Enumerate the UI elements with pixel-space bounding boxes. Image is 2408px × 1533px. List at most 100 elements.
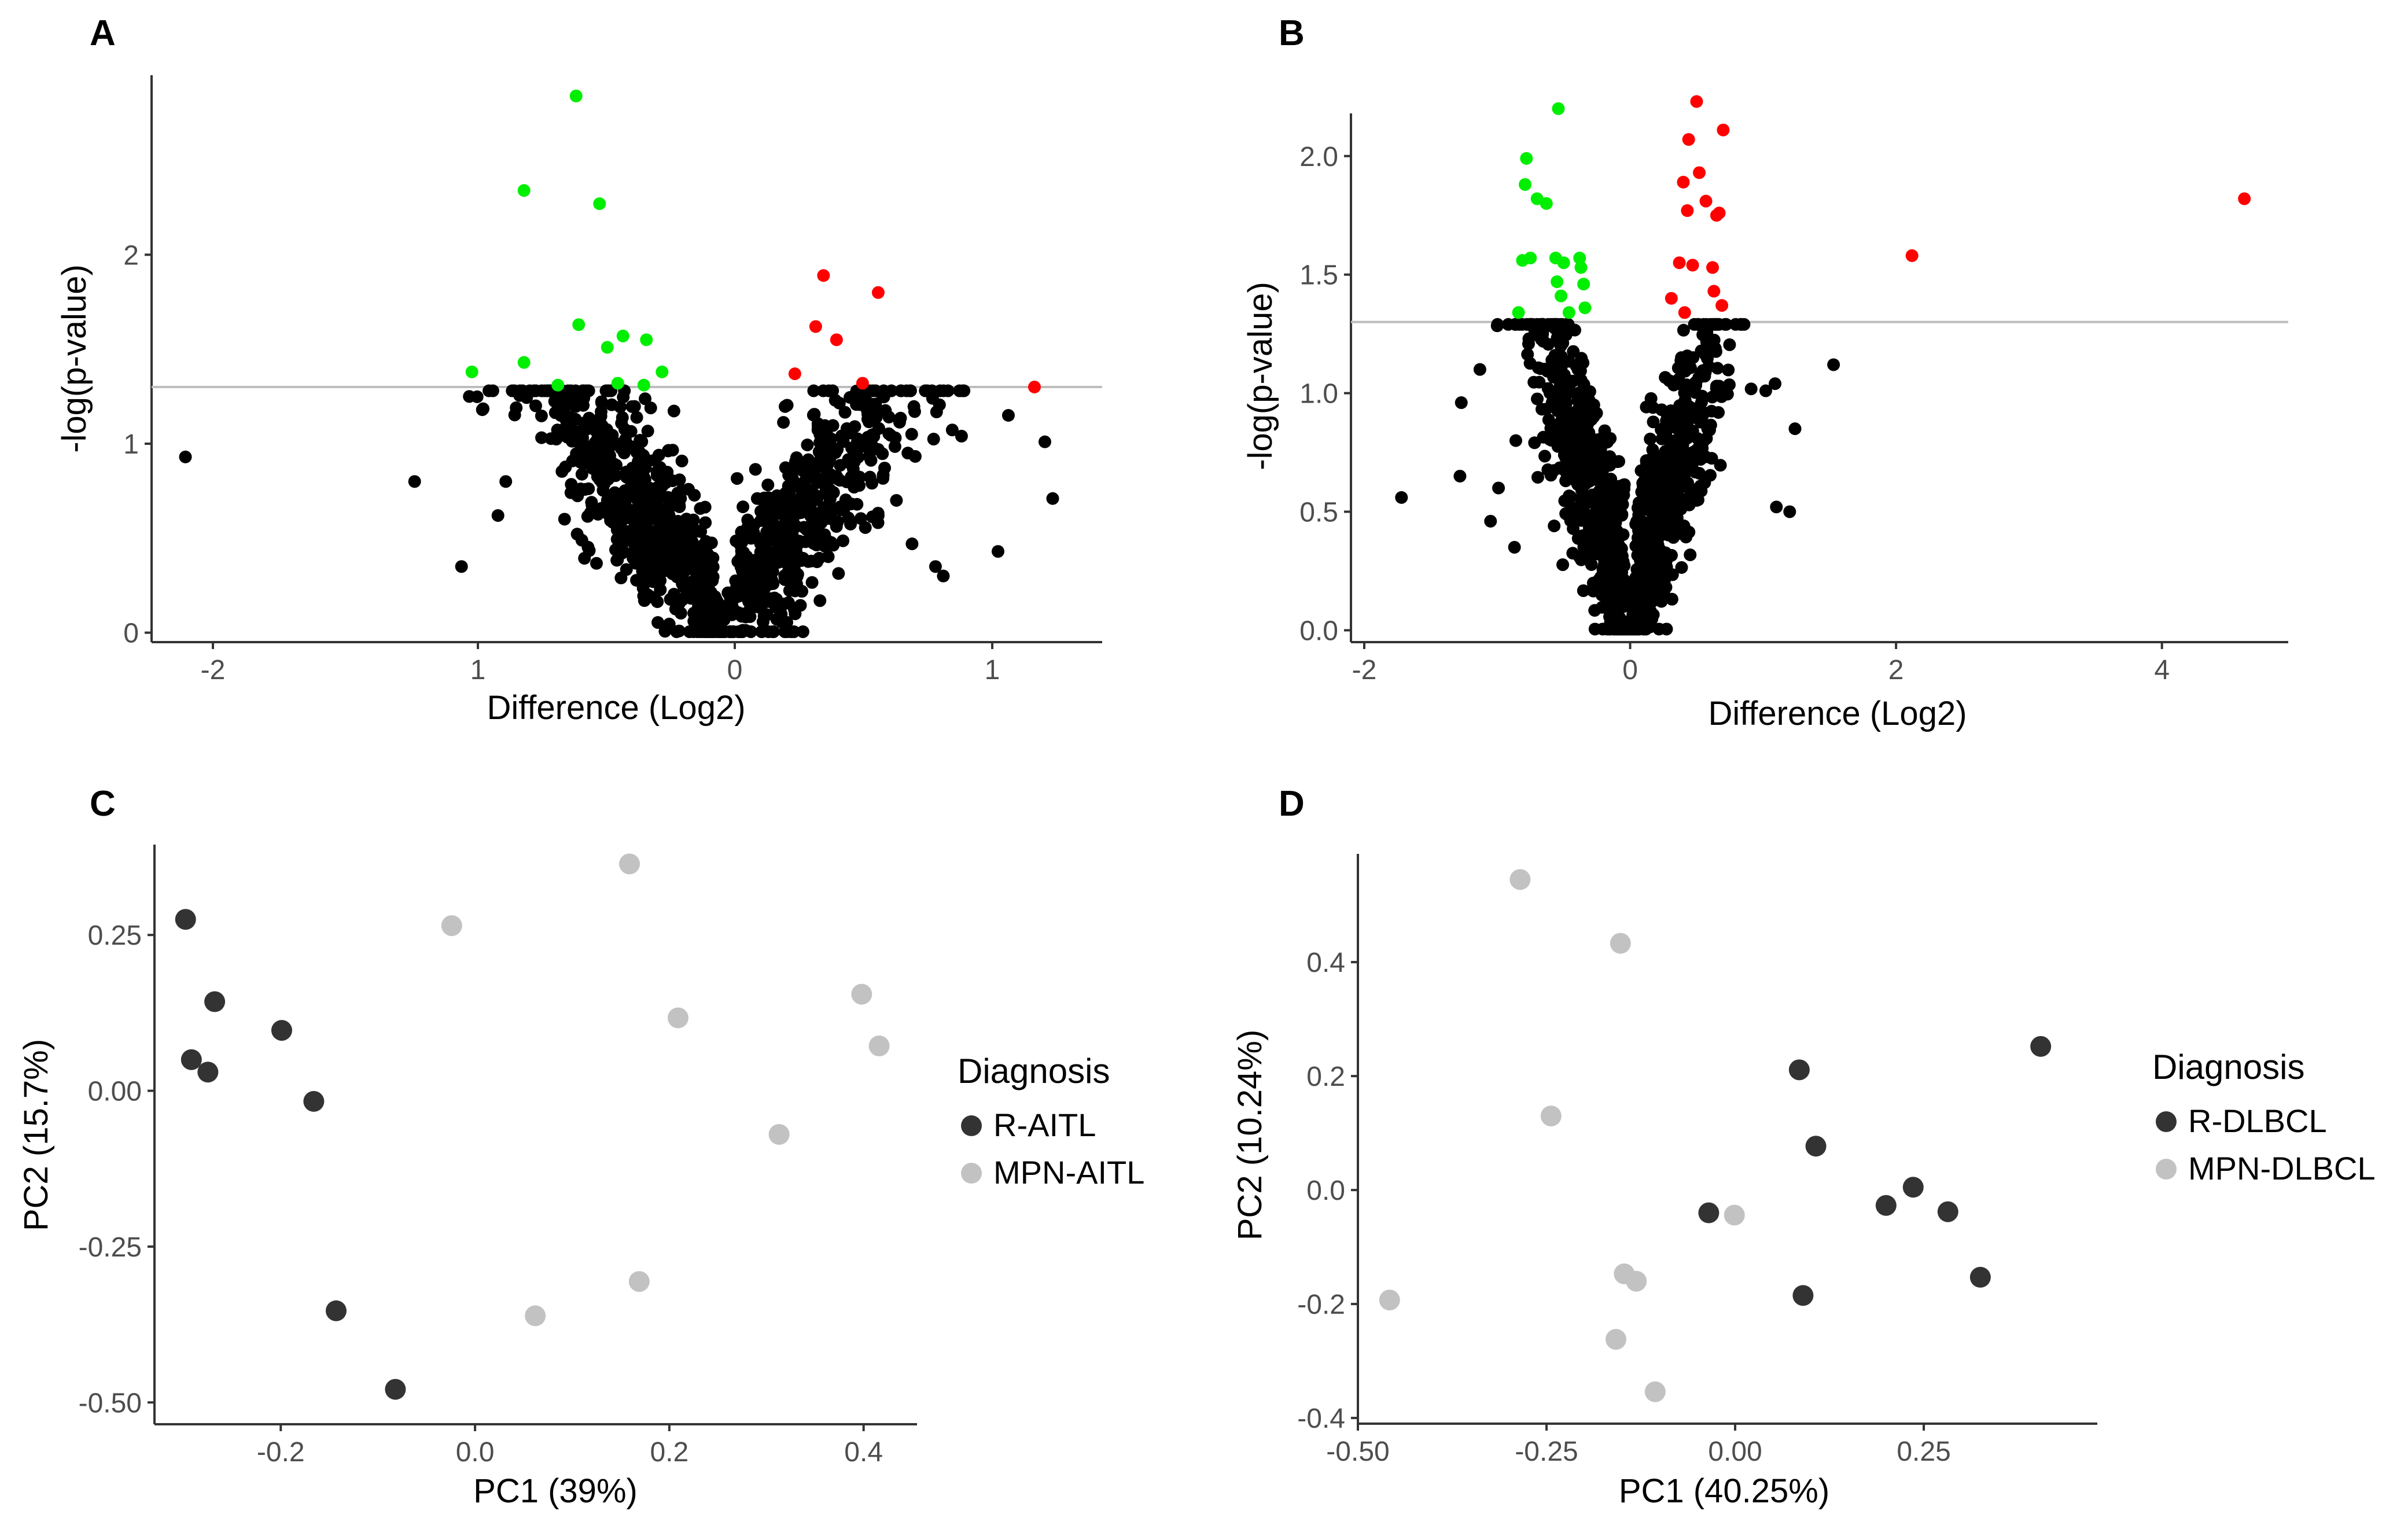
nonsignificant-point — [1722, 378, 1736, 392]
legend-title: Diagnosis — [2152, 1048, 2304, 1086]
nonsignificant-point — [738, 548, 751, 562]
nonsignificant-point — [585, 496, 598, 509]
nonsignificant-point — [1678, 430, 1692, 443]
nonsignificant-point — [600, 423, 613, 436]
nonsignificant-point — [837, 534, 850, 547]
pca-point — [1969, 1266, 1991, 1288]
nonsignificant-point — [796, 464, 809, 477]
downregulated-point — [637, 378, 650, 392]
nonsignificant-point — [1595, 600, 1608, 614]
nonsignificant-point — [1709, 342, 1722, 355]
nonsignificant-point — [1612, 455, 1626, 468]
nonsignificant-point — [1645, 569, 1658, 582]
nonsignificant-point — [1590, 407, 1603, 420]
nonsignificant-point — [557, 393, 570, 407]
nonsignificant-point — [675, 454, 688, 467]
nonsignificant-point — [1666, 513, 1680, 526]
nonsignificant-point — [1684, 361, 1697, 374]
nonsignificant-point — [1677, 417, 1690, 430]
downregulated-point — [517, 356, 531, 369]
nonsignificant-point — [1553, 382, 1566, 395]
pca-point — [1379, 1289, 1400, 1311]
nonsignificant-point — [769, 525, 783, 538]
x-tick-label: 1 — [985, 655, 1000, 686]
nonsignificant-point — [652, 448, 665, 462]
nonsignificant-point — [1547, 370, 1560, 384]
nonsignificant-point — [882, 411, 896, 424]
nonsignificant-point — [766, 625, 779, 639]
nonsignificant-point — [1659, 546, 1672, 559]
nonsignificant-point — [1598, 588, 1611, 602]
nonsignificant-point — [800, 523, 813, 536]
x-tick-label: 4 — [2154, 655, 2170, 686]
nonsignificant-point — [483, 384, 496, 397]
pca-point — [1902, 1177, 1924, 1198]
downregulated-points — [465, 89, 669, 392]
downregulated-point — [616, 329, 629, 342]
nonsignificant-point — [777, 416, 790, 429]
nonsignificant-point — [1714, 459, 1727, 472]
nonsignificant-point — [818, 487, 831, 500]
nonsignificant-point — [804, 554, 818, 567]
pca-point — [181, 1049, 202, 1070]
nonsignificant-point — [958, 384, 971, 397]
nonsignificant-points — [1490, 318, 1758, 636]
nonsignificant-point — [730, 591, 743, 604]
nonsignificant-point — [1623, 581, 1636, 595]
x-tick-label: 2 — [1888, 655, 1904, 686]
nonsignificant-point — [1523, 357, 1537, 370]
nonsignificant-point — [1577, 584, 1590, 598]
nonsignificant-point — [937, 569, 950, 583]
downregulated-point — [611, 377, 624, 390]
nonsignificant-point — [1696, 389, 1709, 403]
nonsignificant-point — [595, 502, 609, 515]
nonsignificant-point — [908, 450, 922, 463]
nonsignificant-point — [499, 475, 513, 488]
y-tick-label: 0.0 — [1299, 616, 1338, 647]
nonsignificant-point — [680, 513, 693, 526]
nonsignificant-point — [778, 400, 791, 413]
downregulated-point — [1578, 301, 1592, 315]
nonsignificant-point — [760, 543, 774, 557]
nonsignificant-point — [630, 411, 643, 424]
nonsignificant-point — [834, 459, 847, 472]
upregulated-point — [788, 367, 801, 381]
nonsignificant-point — [787, 578, 800, 592]
nonsignificant-point — [643, 512, 657, 525]
nonsignificant-point — [455, 560, 468, 573]
nonsignificant-point — [1700, 335, 1713, 348]
nonsignificant-point — [1567, 345, 1580, 358]
nonsignificant-point — [1556, 558, 1570, 572]
nonsignificant-point — [1560, 318, 1573, 331]
nonsignificant-point — [1575, 553, 1588, 566]
nonsignificant-point — [575, 467, 588, 481]
y-tick-label: 1.0 — [1299, 379, 1338, 410]
nonsignificant-point — [890, 494, 903, 507]
nonsignificant-point — [1666, 421, 1679, 434]
pca-point — [1805, 1136, 1827, 1157]
upregulated-point — [1699, 194, 1713, 208]
nonsignificant-point — [1663, 468, 1676, 481]
nonsignificant-point — [1678, 386, 1691, 400]
nonsignificant-point — [1560, 471, 1574, 484]
y-axis-title: -log(p-value) — [1242, 282, 1279, 470]
y-tick-label: -0.50 — [79, 1388, 142, 1418]
nonsignificant-point — [955, 429, 968, 443]
nonsignificant-point — [1473, 363, 1486, 376]
nonsignificant-point — [682, 584, 695, 598]
nonsignificant-outlier-points — [1395, 358, 1840, 554]
legend-swatch — [2156, 1159, 2177, 1180]
nonsignificant-point — [933, 398, 946, 411]
upregulated-point — [1713, 207, 1726, 220]
nonsignificant-point — [762, 491, 775, 504]
y-axis-title: PC2 (15.7%) — [17, 1039, 55, 1231]
nonsignificant-point — [617, 390, 630, 404]
nonsignificant-point — [667, 404, 680, 418]
nonsignificant-point — [688, 548, 701, 562]
panel-c: C -0.50 -0.25 0.00 0.25 -0.2 0.0 0.2 0.4 PC1 (39%… — [17, 784, 1144, 1510]
nonsignificant-point — [1613, 611, 1626, 624]
pca-point — [619, 853, 640, 875]
x-tick-label: -0.2 — [257, 1437, 305, 1468]
nonsignificant-point — [651, 616, 665, 629]
